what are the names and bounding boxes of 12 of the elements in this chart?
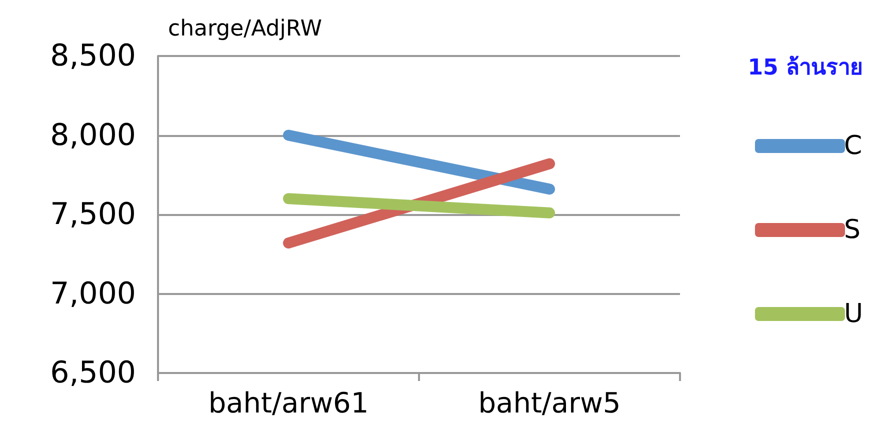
x-tick-label: baht/arw5: [478, 386, 621, 420]
y-tick-label: 8,500: [50, 38, 136, 74]
y-tick-label: 7,500: [50, 197, 136, 232]
y-tick-label: 7,000: [50, 276, 136, 312]
legend-label: S: [844, 215, 860, 245]
y-tick-label: 6,500: [50, 356, 136, 390]
legend-label: C: [844, 131, 862, 161]
legend-title: 15 ล้านราย: [748, 56, 864, 80]
x-tick-label: baht/arw61: [208, 386, 369, 420]
y-tick-label: 8,000: [50, 118, 136, 153]
legend-label: U: [844, 299, 863, 329]
y-axis-title: charge/AdjRW: [168, 16, 322, 42]
